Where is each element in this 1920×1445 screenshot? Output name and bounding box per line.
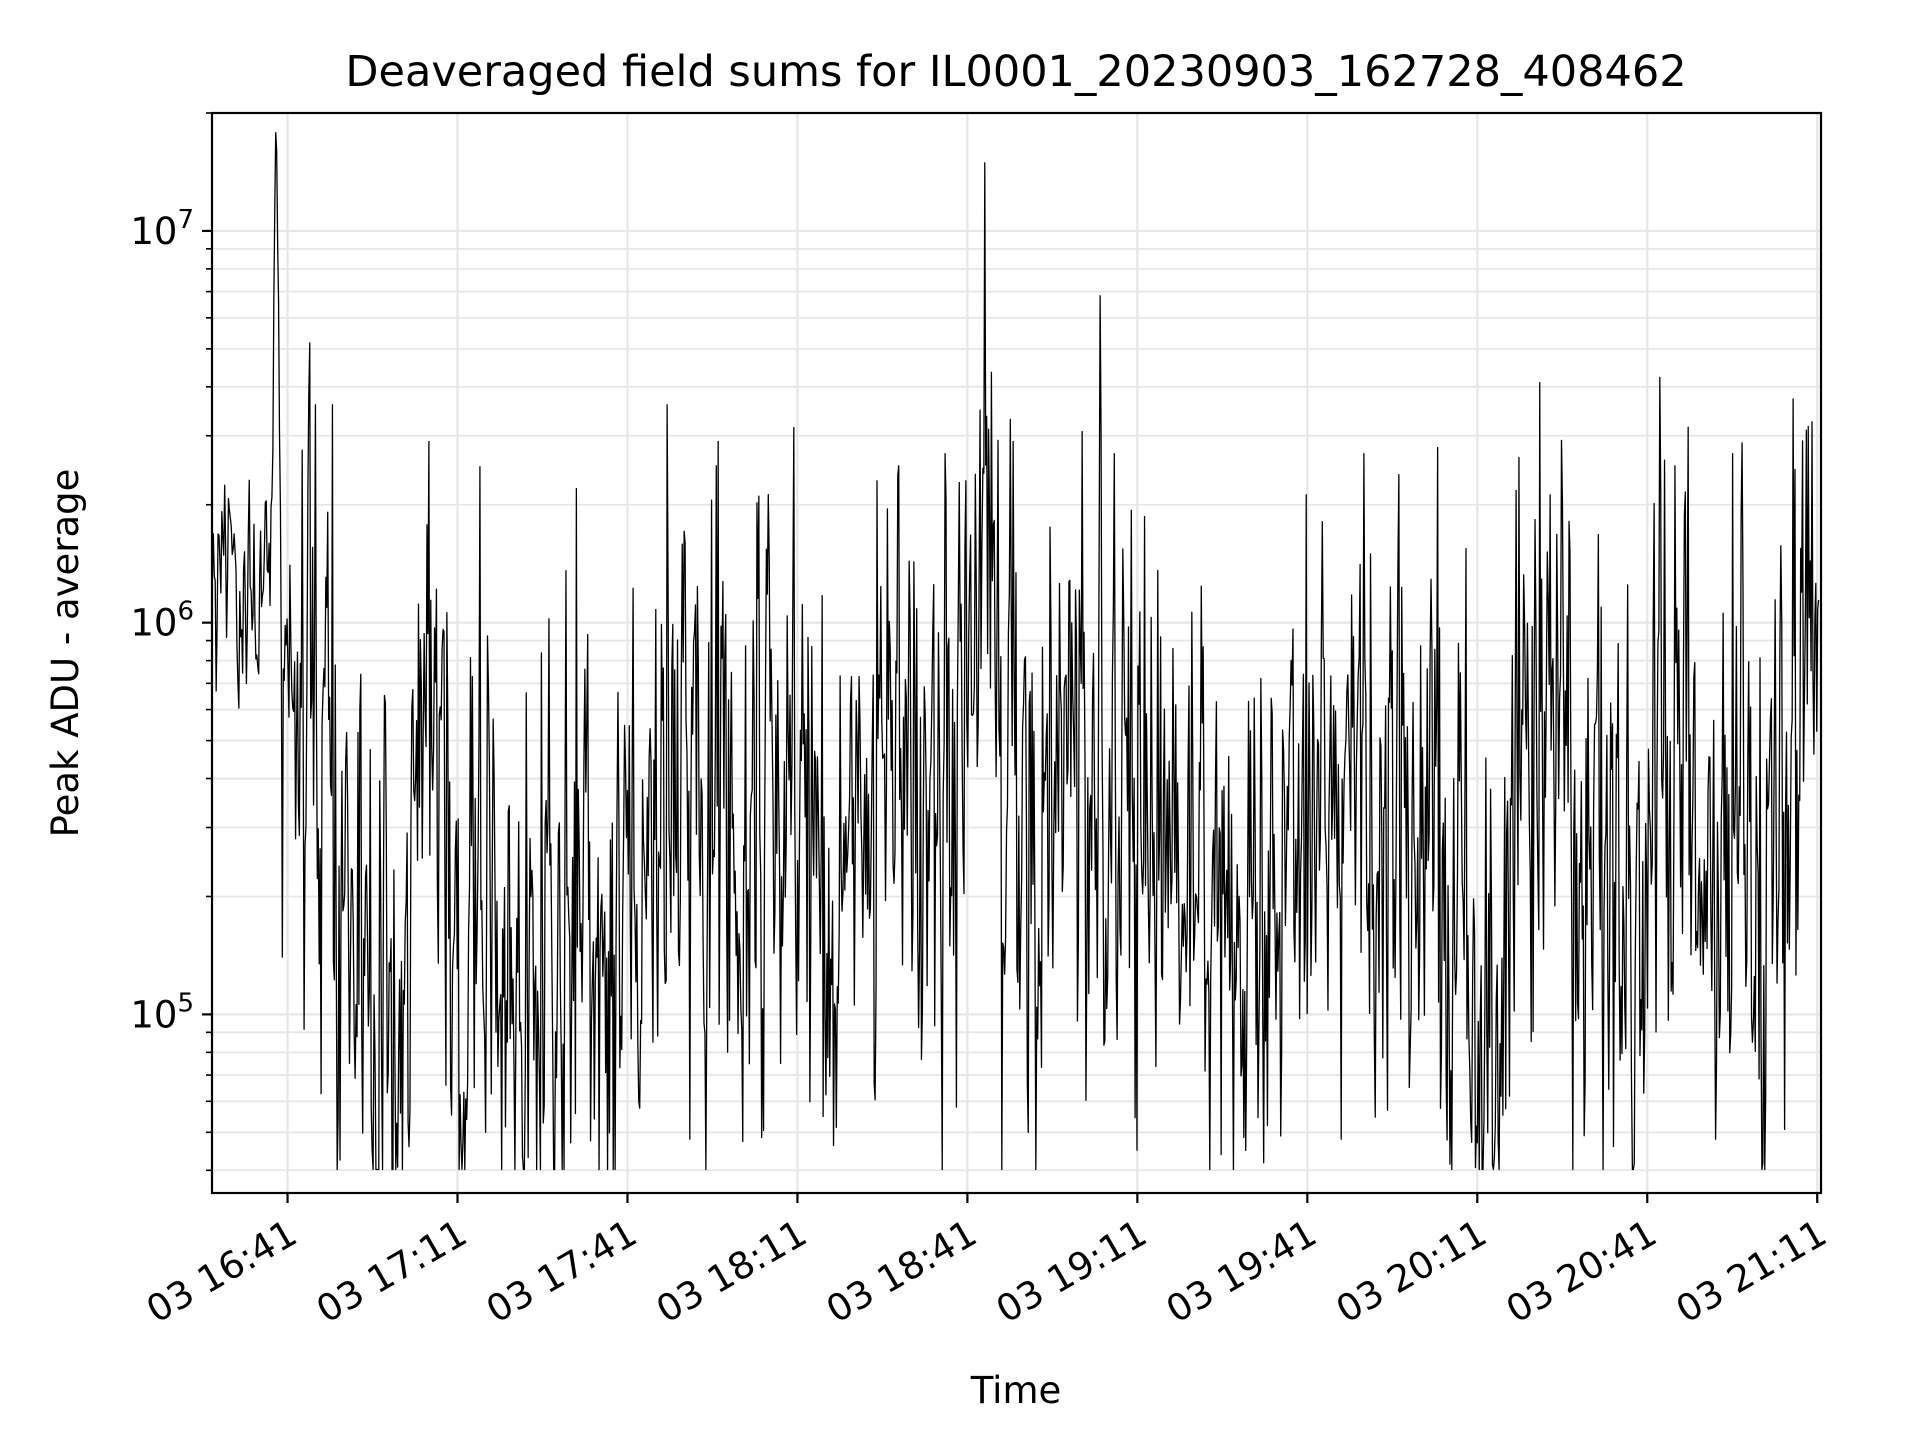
y-tick-label: 106 xyxy=(130,597,194,645)
y-tick-label: 105 xyxy=(130,988,194,1036)
chart-title: Deaveraged field sums for IL0001_2023090… xyxy=(345,47,1686,97)
x-axis-label: Time xyxy=(970,1369,1062,1412)
y-tick-label: 107 xyxy=(130,205,194,253)
y-axis-label: Peak ADU - average xyxy=(44,469,87,838)
series-layer xyxy=(211,131,1820,1171)
plot-frame xyxy=(210,111,1823,1195)
series-line-0 xyxy=(211,131,1820,1171)
